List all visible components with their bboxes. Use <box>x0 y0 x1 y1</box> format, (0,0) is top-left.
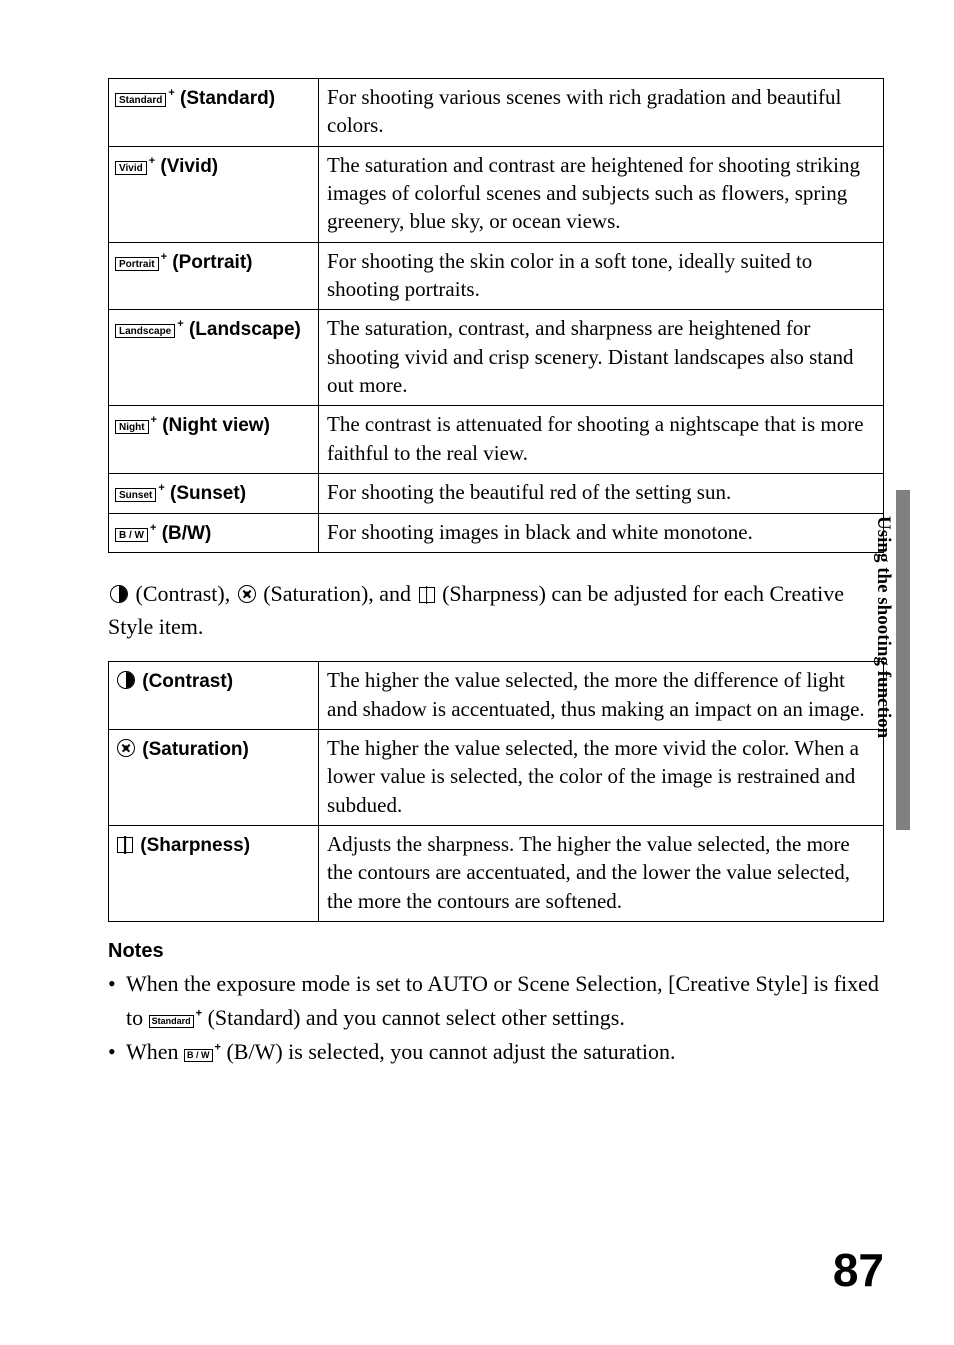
plus-icon: + <box>151 414 157 426</box>
style-label-cell: Landscape+ (Landscape) <box>109 310 319 406</box>
table-row: (Contrast) The higher the value selected… <box>109 662 884 730</box>
mode-icon-standard: Standard <box>149 1015 194 1028</box>
plus-icon: + <box>158 482 164 494</box>
style-label-cell: Standard+ (Standard) <box>109 79 319 147</box>
section-tab: Using the shooting function <box>876 490 910 830</box>
table-row: Sunset+ (Sunset) For shooting the beauti… <box>109 474 884 514</box>
mode-icon-standard: Standard <box>115 93 166 107</box>
text: When <box>126 1039 184 1064</box>
text: (Contrast), <box>130 581 236 606</box>
adj-label: (Saturation) <box>142 739 249 760</box>
style-label: (Vivid) <box>160 156 218 177</box>
plus-icon: + <box>150 522 156 534</box>
tab-bar <box>896 490 910 830</box>
adj-label: (Contrast) <box>142 671 233 692</box>
adj-desc: The higher the value selected, the more … <box>319 662 884 730</box>
mode-icon-bw: B / W <box>184 1049 213 1062</box>
note-item: When the exposure mode is set to AUTO or… <box>108 967 884 1035</box>
adj-label-cell: (Contrast) <box>109 662 319 730</box>
creative-styles-table: Standard+ (Standard) For shooting variou… <box>108 78 884 553</box>
table-row: Night+ (Night view) The contrast is atte… <box>109 406 884 474</box>
style-label: (Landscape) <box>189 319 301 340</box>
mode-icon-portrait: Portrait <box>115 257 159 271</box>
notes-heading: Notes <box>108 940 884 963</box>
style-label: (Portrait) <box>172 252 252 273</box>
plus-icon: + <box>149 155 155 167</box>
plus-icon: + <box>177 318 183 330</box>
table-row: Vivid+ (Vivid) The saturation and contra… <box>109 146 884 242</box>
table-row: Standard+ (Standard) For shooting variou… <box>109 79 884 147</box>
tab-label: Using the shooting function <box>872 516 894 738</box>
adj-label-cell: (Sharpness) <box>109 826 319 922</box>
mode-icon-vivid: Vivid <box>115 161 147 175</box>
style-label-cell: B / W+ (B/W) <box>109 513 319 553</box>
adjustments-table: (Contrast) The higher the value selected… <box>108 661 884 922</box>
text: (Standard) and you cannot select other s… <box>208 1005 625 1030</box>
table-row: B / W+ (B/W) For shooting images in blac… <box>109 513 884 553</box>
adj-label-cell: (Saturation) <box>109 730 319 826</box>
notes-list: When the exposure mode is set to AUTO or… <box>108 967 884 1069</box>
style-label: (Night view) <box>162 415 270 436</box>
sharpness-icon <box>419 587 435 603</box>
style-desc: The contrast is attenuated for shooting … <box>319 406 884 474</box>
style-label: (Standard) <box>180 88 275 109</box>
style-label-cell: Vivid+ (Vivid) <box>109 146 319 242</box>
note-item: When B / W+ (B/W) is selected, you canno… <box>108 1035 884 1069</box>
style-desc: The saturation, contrast, and sharpness … <box>319 310 884 406</box>
style-label: (B/W) <box>162 523 212 544</box>
mode-icon-landscape: Landscape <box>115 324 175 338</box>
plus-icon: + <box>168 87 174 99</box>
plus-icon: + <box>161 251 167 263</box>
mode-icon-bw: B / W <box>115 528 148 542</box>
page-number: 87 <box>833 1243 884 1297</box>
adj-label: (Sharpness) <box>140 835 250 856</box>
adj-desc: Adjusts the sharpness. The higher the va… <box>319 826 884 922</box>
style-label-cell: Portrait+ (Portrait) <box>109 242 319 310</box>
contrast-icon <box>117 671 135 689</box>
text: (Saturation), and <box>258 581 417 606</box>
saturation-icon <box>238 585 256 603</box>
style-desc: For shooting images in black and white m… <box>319 513 884 553</box>
table-row: Portrait+ (Portrait) For shooting the sk… <box>109 242 884 310</box>
mode-icon-night: Night <box>115 420 149 434</box>
mode-icon-sunset: Sunset <box>115 488 156 502</box>
style-desc: For shooting various scenes with rich gr… <box>319 79 884 147</box>
saturation-icon <box>117 739 135 757</box>
style-label: (Sunset) <box>170 483 246 504</box>
adj-desc: The higher the value selected, the more … <box>319 730 884 826</box>
contrast-icon <box>110 585 128 603</box>
style-label-cell: Night+ (Night view) <box>109 406 319 474</box>
table-row: (Sharpness) Adjusts the sharpness. The h… <box>109 826 884 922</box>
style-desc: For shooting the skin color in a soft to… <box>319 242 884 310</box>
text: (B/W) is selected, you cannot adjust the… <box>226 1039 675 1064</box>
plus-icon: + <box>215 1042 221 1054</box>
style-desc: For shooting the beautiful red of the se… <box>319 474 884 514</box>
sharpness-icon <box>117 837 133 853</box>
style-desc: The saturation and contrast are heighten… <box>319 146 884 242</box>
table-row: Landscape+ (Landscape) The saturation, c… <box>109 310 884 406</box>
table-row: (Saturation) The higher the value select… <box>109 730 884 826</box>
adjust-intro-text: (Contrast), (Saturation), and (Sharpness… <box>108 577 884 643</box>
style-label-cell: Sunset+ (Sunset) <box>109 474 319 514</box>
plus-icon: + <box>196 1008 202 1020</box>
